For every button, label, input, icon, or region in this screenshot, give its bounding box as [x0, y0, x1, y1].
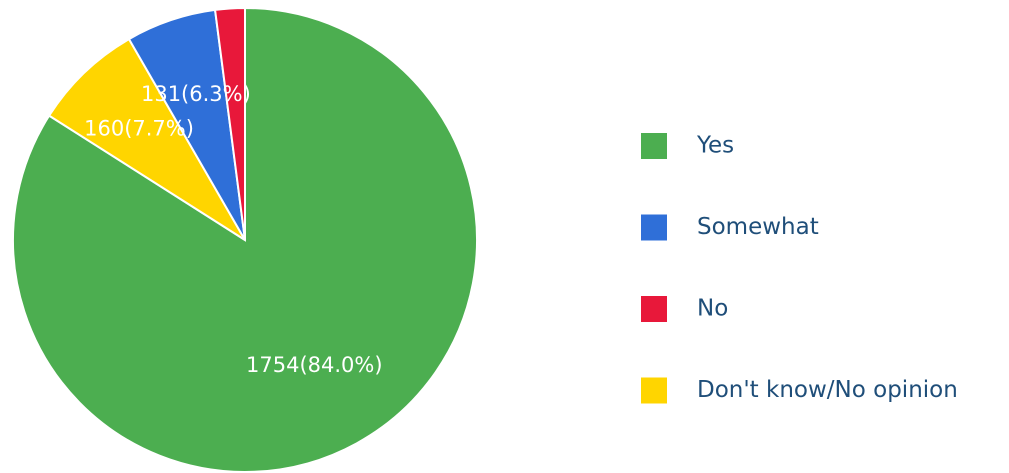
legend-swatch	[641, 296, 667, 322]
legend-label: No	[697, 296, 728, 322]
slice-label: 131(6.3%)	[141, 82, 251, 106]
slice-label: 160(7.7%)	[84, 116, 194, 140]
legend-swatch	[641, 133, 667, 159]
legend-label: Don't know/No opinion	[697, 377, 958, 403]
legend-swatch	[641, 377, 667, 404]
slice-label: 1754(84.0%)	[246, 353, 383, 377]
legend-swatch	[641, 214, 667, 241]
pie-slice	[47, 37, 246, 241]
pie-slice	[213, 6, 246, 241]
legend-label: Somewhat	[697, 214, 819, 240]
legend-label: Yes	[696, 133, 734, 159]
